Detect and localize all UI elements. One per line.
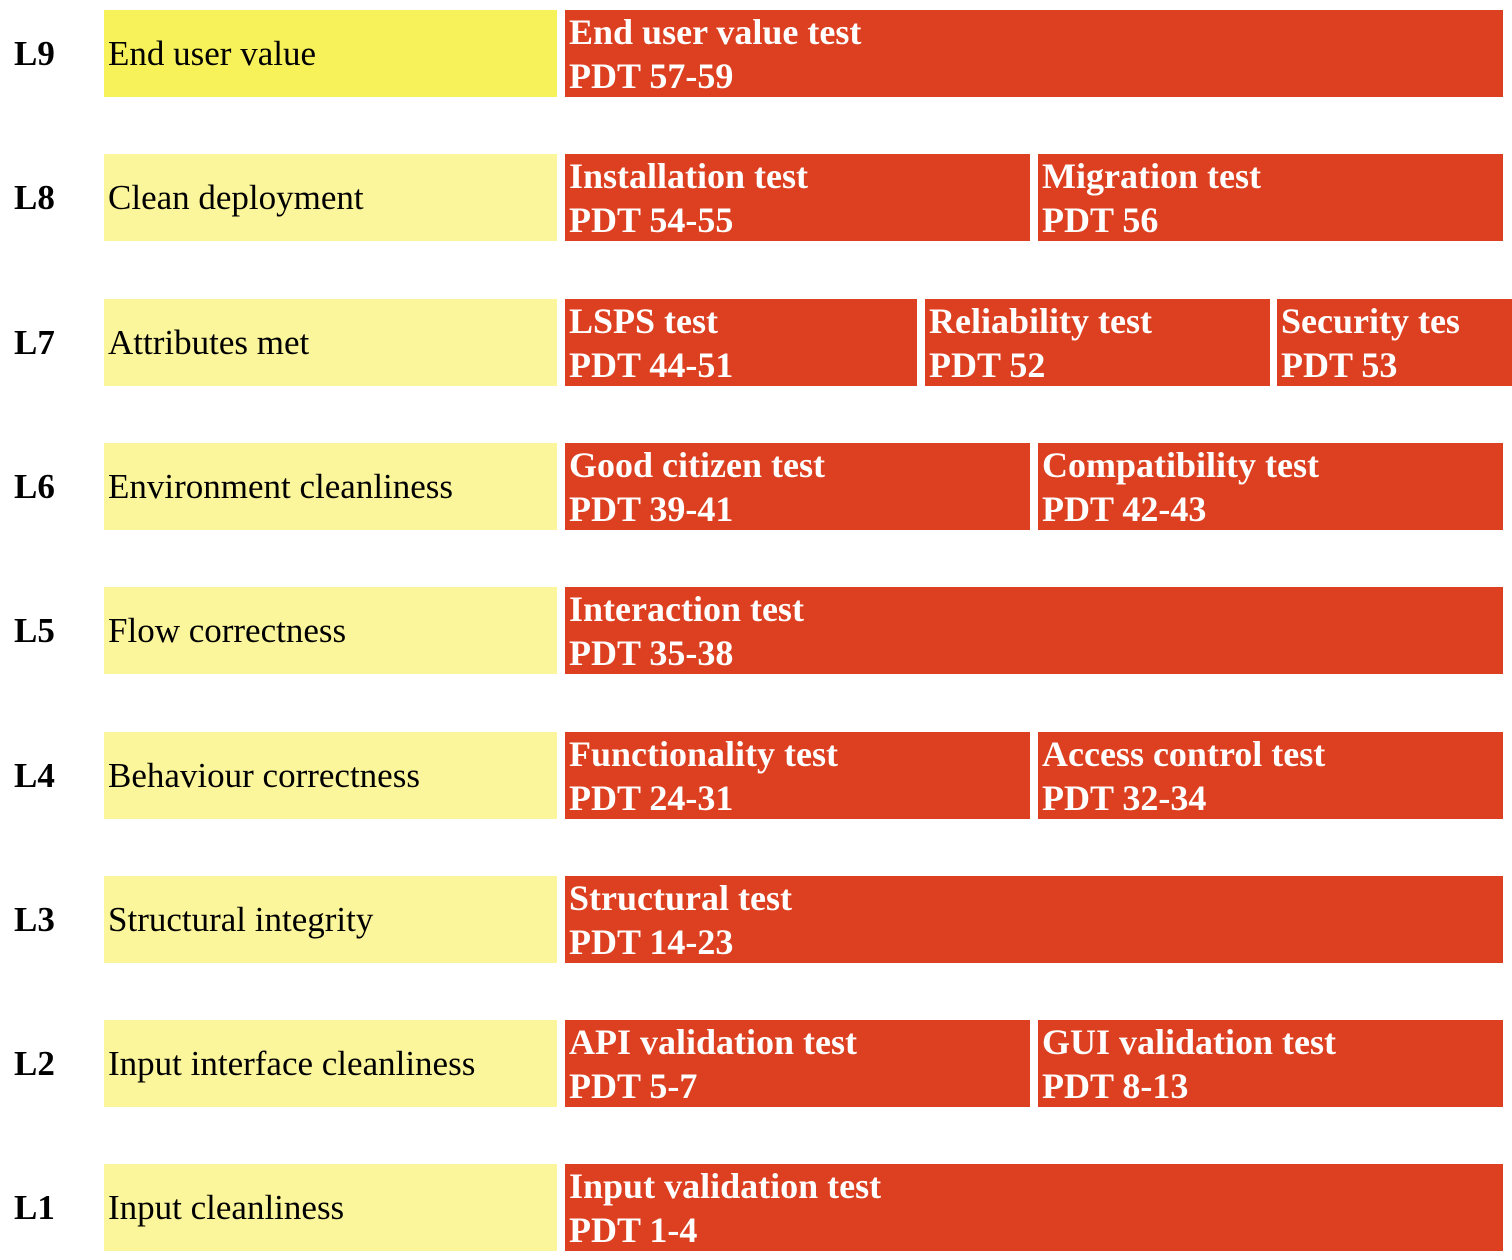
test-name: Interaction test bbox=[569, 589, 804, 629]
row-label: Clean deployment bbox=[104, 154, 557, 241]
test-name: GUI validation test bbox=[1042, 1022, 1337, 1062]
test-box: LSPS test PDT 44-51 bbox=[565, 299, 917, 386]
level-label: L1 bbox=[14, 1188, 55, 1227]
level-label: L3 bbox=[14, 900, 55, 939]
level-label: L6 bbox=[14, 467, 55, 506]
level-label: L5 bbox=[14, 611, 55, 650]
level-label: L2 bbox=[14, 1044, 55, 1083]
level-label: L4 bbox=[14, 756, 55, 795]
row-label: Input cleanliness bbox=[104, 1164, 557, 1251]
test-box: Interaction test PDT 35-38 bbox=[565, 587, 1503, 674]
test-name: Security tes bbox=[1281, 301, 1460, 341]
test-pdt: PDT 1-4 bbox=[569, 1210, 698, 1250]
level-label: L8 bbox=[14, 178, 55, 217]
row-label: End user value bbox=[104, 10, 557, 97]
row-label: Flow correctness bbox=[104, 587, 557, 674]
test-pdt: PDT 14-23 bbox=[569, 922, 734, 962]
test-pdt: PDT 44-51 bbox=[569, 345, 734, 385]
test-box: Good citizen test PDT 39-41 bbox=[565, 443, 1030, 530]
test-box: Security tes PDT 53 bbox=[1277, 299, 1512, 386]
test-name: Functionality test bbox=[569, 734, 838, 774]
test-pdt: PDT 52 bbox=[929, 345, 1046, 385]
test-box: Access control test PDT 32-34 bbox=[1038, 732, 1503, 819]
row-label: Input interface cleanliness bbox=[104, 1020, 557, 1107]
test-box: Installation test PDT 54-55 bbox=[565, 154, 1030, 241]
test-name: API validation test bbox=[569, 1022, 857, 1062]
test-name: Access control test bbox=[1042, 734, 1326, 774]
test-pdt: PDT 54-55 bbox=[569, 200, 734, 240]
test-name: LSPS test bbox=[569, 301, 719, 341]
level-label: L9 bbox=[14, 34, 55, 73]
test-pdt: PDT 39-41 bbox=[569, 489, 734, 529]
row-label: Behaviour correctness bbox=[104, 732, 557, 819]
test-box: Input validation test PDT 1-4 bbox=[565, 1164, 1503, 1251]
level-label: L7 bbox=[14, 323, 55, 362]
test-box: Structural test PDT 14-23 bbox=[565, 876, 1503, 963]
test-pdt: PDT 57-59 bbox=[569, 56, 734, 96]
test-box: End user value test PDT 57-59 bbox=[565, 10, 1503, 97]
test-name: Good citizen test bbox=[569, 445, 825, 485]
test-name: Compatibility test bbox=[1042, 445, 1319, 485]
test-pdt: PDT 53 bbox=[1281, 345, 1398, 385]
test-box: Migration test PDT 56 bbox=[1038, 154, 1503, 241]
test-name: Structural test bbox=[569, 878, 792, 918]
test-box: Compatibility test PDT 42-43 bbox=[1038, 443, 1503, 530]
test-pdt: PDT 32-34 bbox=[1042, 778, 1207, 818]
test-box: GUI validation test PDT 8-13 bbox=[1038, 1020, 1503, 1107]
row-label: Structural integrity bbox=[104, 876, 557, 963]
test-box: API validation test PDT 5-7 bbox=[565, 1020, 1030, 1107]
test-name: Migration test bbox=[1042, 156, 1261, 196]
test-pdt: PDT 35-38 bbox=[569, 633, 734, 673]
row-label: Environment cleanliness bbox=[104, 443, 557, 530]
test-name: Input validation test bbox=[569, 1166, 882, 1206]
test-box: Reliability test PDT 52 bbox=[925, 299, 1270, 386]
test-name: End user value test bbox=[569, 12, 862, 52]
test-name: Reliability test bbox=[929, 301, 1152, 341]
test-pdt: PDT 5-7 bbox=[569, 1066, 698, 1106]
test-pdt: PDT 8-13 bbox=[1042, 1066, 1189, 1106]
test-pdt: PDT 56 bbox=[1042, 200, 1159, 240]
test-pdt: PDT 42-43 bbox=[1042, 489, 1207, 529]
test-pdt: PDT 24-31 bbox=[569, 778, 734, 818]
test-name: Installation test bbox=[569, 156, 809, 196]
test-box: Functionality test PDT 24-31 bbox=[565, 732, 1030, 819]
row-label: Attributes met bbox=[104, 299, 557, 386]
